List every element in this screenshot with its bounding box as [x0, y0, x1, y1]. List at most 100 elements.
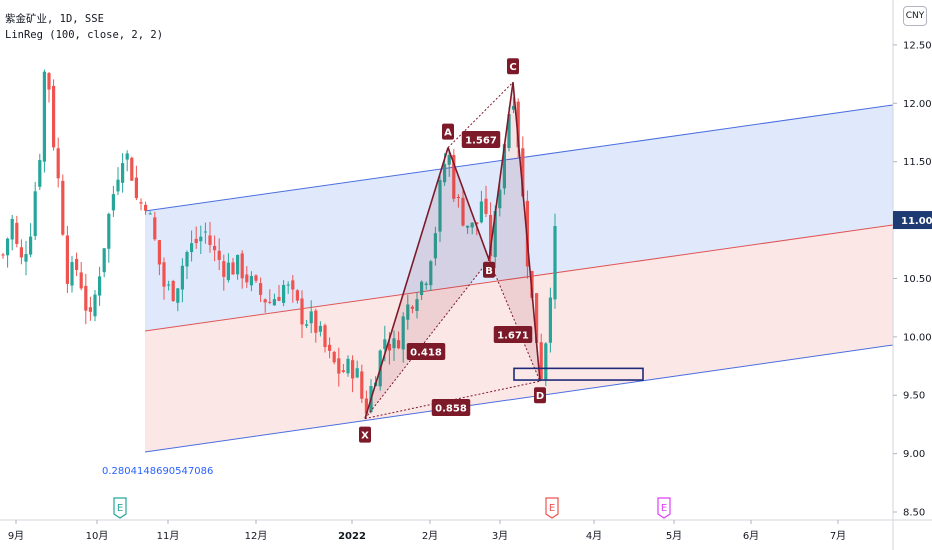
- time-tick-label: 11月: [157, 530, 180, 542]
- candle-body: [226, 262, 230, 281]
- candle-body: [148, 213, 152, 215]
- candle-body: [291, 280, 295, 290]
- candle-body: [199, 236, 203, 242]
- candle-body: [157, 240, 161, 265]
- event-marker-label: E: [117, 503, 123, 514]
- time-tick-label: 7月: [830, 530, 846, 542]
- candle-body: [42, 71, 46, 162]
- price-tick-label: 12.50: [903, 40, 932, 51]
- candle-body: [277, 296, 281, 301]
- candle-body: [75, 258, 79, 270]
- ratio-badge: [493, 326, 533, 343]
- time-tick-label: 6月: [743, 530, 759, 542]
- candle-body: [125, 153, 129, 160]
- candle-body: [309, 311, 313, 324]
- time-tick-label: 4月: [586, 530, 602, 542]
- pattern-triangle-bcd: [489, 82, 540, 382]
- candle-body: [167, 284, 171, 286]
- candle-body: [98, 276, 102, 296]
- candle-body: [461, 197, 465, 226]
- candle-body: [470, 222, 474, 228]
- pattern-leg: [364, 147, 449, 419]
- upper-channel-fill: [145, 105, 893, 331]
- candle-body: [420, 281, 424, 296]
- candle-body: [364, 398, 368, 414]
- lower-channel-line: [144, 344, 894, 453]
- ratio-label: 0.858: [435, 404, 467, 415]
- time-tick-label: 3月: [492, 530, 508, 542]
- candle-body: [222, 261, 226, 277]
- candle-body: [438, 179, 442, 232]
- candle-body: [263, 299, 267, 303]
- candle-body: [341, 370, 345, 372]
- time-tick-label: 5月: [666, 530, 682, 542]
- candle-body: [300, 298, 304, 325]
- upper-channel-line: [144, 104, 894, 212]
- ratio-badge: [461, 131, 501, 148]
- pattern-leg: [447, 147, 490, 261]
- symbol-title[interactable]: 紫金矿业, 1D, SSE: [5, 13, 104, 25]
- candle-body: [323, 325, 327, 348]
- candle-body: [1, 254, 5, 256]
- candle-body: [217, 250, 221, 260]
- candle-body: [424, 283, 428, 286]
- candle-body: [286, 284, 290, 286]
- candle-body: [433, 233, 437, 259]
- candle-body: [544, 343, 548, 380]
- candle-body: [539, 342, 543, 379]
- candle-body: [479, 201, 483, 223]
- candle-body: [93, 294, 97, 317]
- price-tick-label: 9.00: [903, 449, 925, 460]
- pattern-point-a-badge: [442, 123, 454, 140]
- candle-body: [65, 235, 69, 284]
- candle-body: [52, 85, 56, 148]
- time-tick-label: 2月: [422, 530, 438, 542]
- candle-body: [111, 194, 115, 211]
- candle-body: [351, 360, 355, 379]
- pattern-triangle-xab: [365, 147, 489, 419]
- candle-body: [102, 248, 106, 273]
- pattern-point-d-badge: [534, 387, 546, 404]
- candle-body: [383, 339, 387, 349]
- candle-body: [240, 253, 244, 279]
- candle-body: [24, 254, 28, 262]
- candle-body: [162, 262, 166, 287]
- ratio-label: 0.418: [410, 348, 442, 359]
- pattern-leg: [512, 82, 541, 382]
- candle-body: [355, 368, 359, 378]
- candle-body: [153, 217, 157, 240]
- event-marker-label: E: [661, 503, 667, 514]
- pattern-point-c: C: [509, 62, 516, 73]
- candle-body: [512, 105, 516, 110]
- candle-body: [47, 73, 51, 90]
- candle-body: [144, 204, 148, 211]
- ratio-label: 1.567: [465, 136, 497, 147]
- candle-body: [392, 338, 396, 349]
- harmonic-pattern[interactable]: X A B C D 1.567 0.418 1.671 0.858: [359, 58, 644, 443]
- candle-body: [130, 157, 134, 181]
- candle-body: [208, 235, 212, 245]
- event-marker: [545, 497, 559, 519]
- candle-body: [139, 202, 143, 204]
- candle-body: [259, 283, 263, 295]
- candle-body: [502, 144, 506, 189]
- indicator-legend[interactable]: LinReg (100, close, 2, 2): [5, 29, 164, 41]
- candle-body: [180, 265, 184, 290]
- candle-body: [507, 114, 511, 148]
- event-marker: [113, 497, 127, 519]
- candle-body: [328, 344, 332, 351]
- candle-body: [116, 179, 120, 192]
- candle-body: [33, 191, 37, 237]
- currency-button[interactable]: CNY: [903, 6, 927, 26]
- pattern-dotted-line: [447, 81, 514, 148]
- regression-mid-line: [144, 224, 894, 332]
- candles[interactable]: [1, 69, 557, 417]
- candle-body: [498, 189, 502, 209]
- candle-body: [249, 276, 253, 286]
- target-zone-box: [513, 367, 644, 381]
- price-tick-label: 11.50: [903, 157, 932, 168]
- price-tick-label: 10.50: [903, 274, 932, 285]
- pattern-point-b: B: [485, 266, 493, 277]
